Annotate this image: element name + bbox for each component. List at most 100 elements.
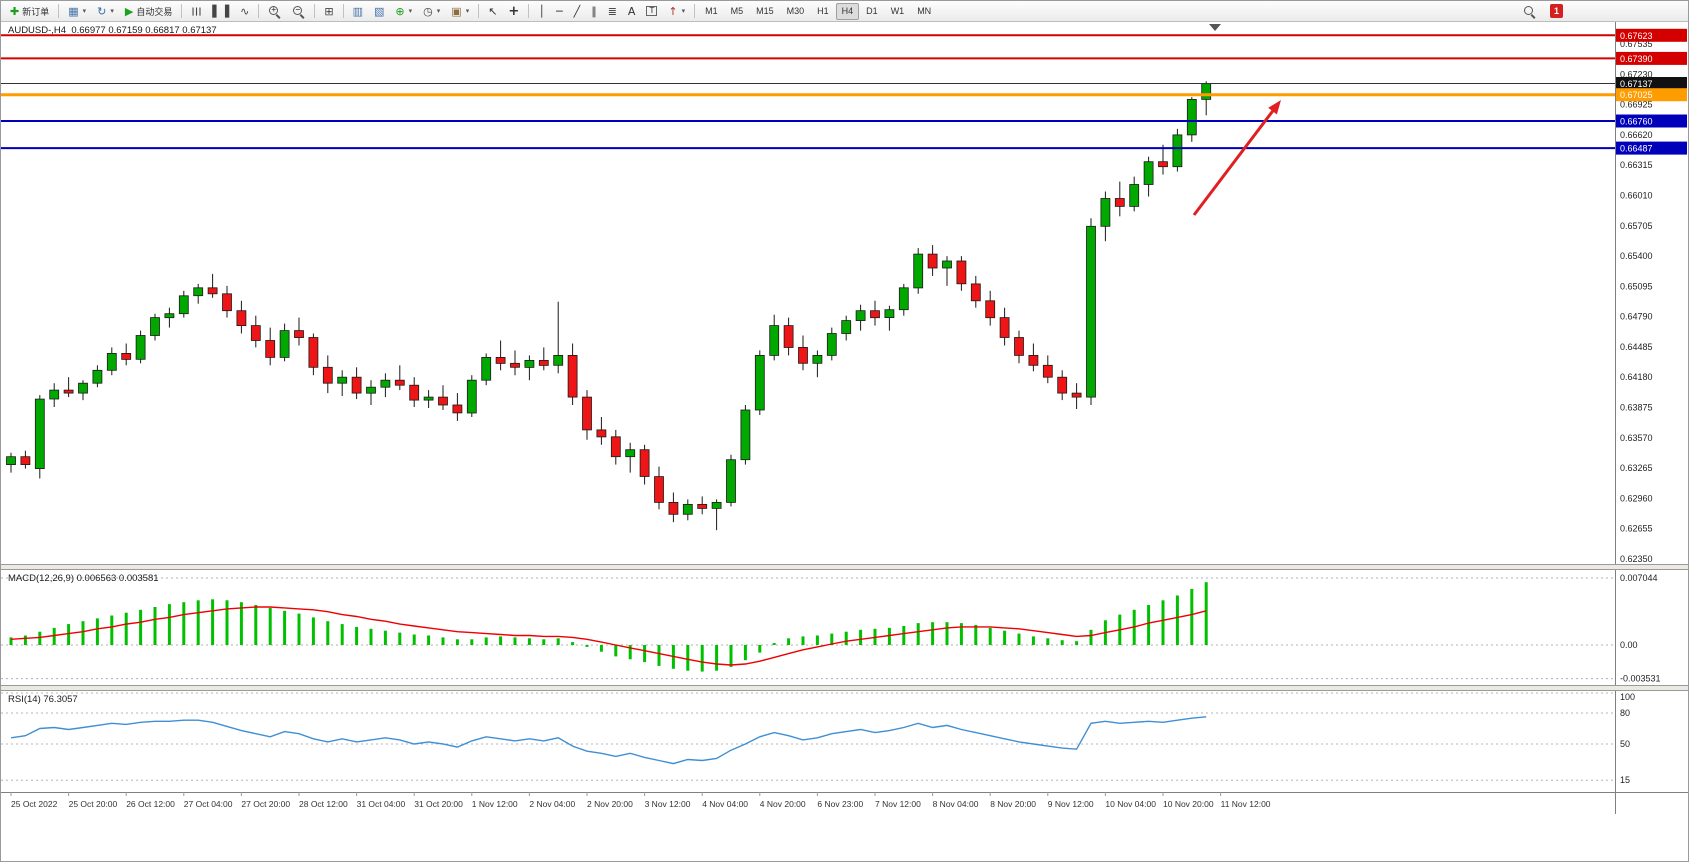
timeframe-h4-button[interactable]: H4 [835,2,860,20]
candle-body [423,396,434,401]
zoom-out-button[interactable]: − [287,2,310,20]
text-label-button[interactable]: T [641,2,662,20]
candle-body [438,396,448,406]
candle-body [711,501,722,509]
time-tick-label: 10 Nov 04:00 [1105,799,1156,809]
time-axis[interactable]: 25 Oct 2022 25 Oct 20:00 26 Oct 12:00 27 Oc… [1,792,1688,819]
timeframe-m30-button[interactable]: M30 [786,5,805,16]
zoom-in-button[interactable]: + [263,2,286,20]
main-chart-pane: 0.67535 0.67230 0.66925 0.66620 0.66315 0.660… [1,22,1688,564]
candle-body [927,253,938,269]
search-button[interactable] [1518,2,1541,20]
fibonacci-button[interactable]: ≣ [603,2,622,20]
candle-body [1143,161,1154,185]
toolbar-separator [342,4,344,18]
candle-body [236,310,247,327]
timeframe-w1-button[interactable]: W1 [890,5,905,16]
periods-button[interactable]: ◷ ▾ [418,2,445,20]
candle-body [1172,134,1183,168]
toolbar-separator [314,4,316,18]
timeframe-h1-button[interactable]: H1 [817,5,829,16]
timeframe-m5-button[interactable]: M5 [730,5,744,16]
tile-windows-button[interactable]: ⊞ [319,2,338,20]
candle-body [409,384,420,401]
pane-separator-main-macd[interactable] [1,564,1688,570]
price-tick-label: 0.67535 [1620,39,1653,49]
price-level-badge-text: 0.67390 [1620,54,1653,64]
timeframe-mn-button[interactable]: MN [917,5,932,16]
time-tick-label: 27 Oct 20:00 [241,799,290,809]
price-axis[interactable]: 0.67535 0.67230 0.66925 0.66620 0.66315 0.660… [1615,22,1688,564]
autotrading-button[interactable]: ▶ 自动交易 [120,2,177,20]
price-level-badge [1616,114,1687,128]
new-chart-button[interactable]: ▦ ▾ [63,2,91,20]
rsi-axis[interactable]: 100 80 50 15 [1615,691,1636,792]
channel-button[interactable]: ∥ [586,2,602,20]
indicators-icon: ▥ [352,4,364,18]
price-level-badge [1616,28,1687,42]
price-tick-label: 0.64180 [1620,372,1653,382]
trendline-button[interactable]: ╱ [569,2,586,20]
macd-pane: 0.007044 0.00 -0.003531 MACD(12,26,9) 0.00… [1,570,1688,685]
trend-arrow-line[interactable] [1192,105,1278,216]
rsi-tick-label: 15 [1620,775,1630,785]
candle-body [812,354,823,364]
time-tick-label: 31 Oct 20:00 [414,799,463,809]
time-tick-label: 31 Oct 04:00 [357,799,406,809]
time-tick-label: 2 Nov 20:00 [587,799,633,809]
macd-axis[interactable]: 0.007044 0.00 -0.003531 [1615,570,1661,685]
candle-body [1186,99,1197,136]
crosshair-button[interactable]: + [503,2,524,20]
rsi-chart[interactable]: 100 80 50 15 [1,691,1688,792]
add-indicator-button[interactable]: ⊕ ▾ [390,2,417,20]
timeframe-m1-button[interactable]: M1 [705,5,718,16]
text-button[interactable]: A [623,2,641,20]
macd-chart[interactable]: 0.007044 0.00 -0.003531 [1,570,1688,685]
level-lines-group[interactable] [1,34,1615,150]
zoom-in-icon: + [268,5,281,18]
vertical-line-icon: │ [538,4,545,18]
horizontal-line-button[interactable]: ─ [551,2,568,20]
objects-list-button[interactable]: ▧ [369,2,389,20]
candle-body [294,330,304,339]
autotrading-icon: ▶ [124,4,134,18]
price-tick-label: 0.67230 [1620,69,1653,79]
line-chart-button[interactable]: ∿ [235,2,254,20]
candlestick-chart-button[interactable]: ▌▐ [207,2,234,20]
candle-body [1114,198,1125,207]
templates-button[interactable]: ▣ ▾ [446,2,474,20]
candle-body [1057,376,1068,394]
arrows-button[interactable]: ↑ ▾ [663,2,690,20]
indicators-button[interactable]: ▥ [348,2,368,20]
timeframe-m15-button[interactable]: M15 [756,5,774,16]
candlestick-chart[interactable]: 0.67535 0.67230 0.66925 0.66620 0.66315 0.660… [1,22,1688,564]
trend-arrow-head[interactable] [1268,100,1281,115]
time-tick-label: 2 Nov 04:00 [529,799,575,809]
candle-body [1086,225,1096,398]
time-scale[interactable]: 25 Oct 2022 25 Oct 20:00 26 Oct 12:00 27 Oc… [1,792,1688,814]
chart-shift-marker[interactable] [1209,24,1221,31]
time-tick-label: 9 Nov 12:00 [1048,799,1094,809]
profiles-button[interactable]: ↻ ▾ [92,2,119,20]
cursor-button[interactable]: ↖ [483,2,502,20]
toolbar-separator [478,4,480,18]
vertical-line-button[interactable]: │ [533,2,550,20]
time-tick-label: 11 Nov 12:00 [1221,799,1271,809]
chevron-down-icon: ▾ [436,8,441,15]
new-order-button[interactable]: ✚ 新订单 [5,2,54,20]
pane-separator-macd-rsi[interactable] [1,685,1688,691]
candle-body [322,366,333,384]
notification-badge[interactable]: 1 [1549,4,1563,18]
candle-body [524,359,535,368]
bar-chart-button[interactable]: ☰ [186,2,206,20]
price-tick-label: 0.63570 [1620,433,1653,443]
candle-body [178,295,189,315]
candle-body [279,330,290,358]
price-tick-label: 0.62960 [1620,493,1653,503]
price-level-badge [1616,141,1687,155]
time-tick-label: 7 Nov 12:00 [875,799,921,809]
timeframe-d1-button[interactable]: D1 [866,5,878,16]
rsi-grid [1,692,1615,781]
candle-body [682,503,693,515]
price-level-badge-text: 0.66487 [1620,144,1653,154]
